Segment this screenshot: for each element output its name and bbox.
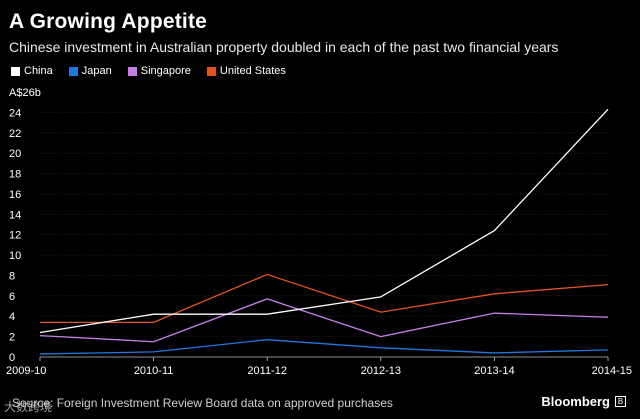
y-tick-label-6: 6: [9, 291, 15, 303]
legend-swatch-united-states: [206, 66, 216, 76]
x-tick-label-2014-15: 2014-15: [592, 365, 632, 377]
y-tick-label-4: 4: [9, 311, 15, 323]
brand-name: Bloomberg: [541, 394, 610, 409]
legend-item-united-states: United States: [206, 65, 286, 77]
legend-label-japan: Japan: [81, 65, 112, 77]
chart-subtitle: Chinese investment in Australian propert…: [9, 39, 559, 55]
x-tick-label-2011-12: 2011-12: [247, 365, 287, 377]
y-tick-label-12: 12: [9, 230, 21, 242]
y-tick-label-2: 2: [9, 332, 15, 344]
y-tick-label-0: 0: [9, 352, 15, 364]
x-tick-label-2009-10: 2009-10: [6, 365, 46, 377]
legend-swatch-singapore: [127, 66, 137, 76]
x-tick-label-2013-14: 2013-14: [474, 365, 514, 377]
source-note: Source: Foreign Investment Review Board …: [12, 396, 393, 410]
series-line-china: [39, 108, 609, 334]
y-axis-top-label: A$26b: [9, 87, 41, 99]
y-tick-label-10: 10: [9, 250, 21, 262]
y-tick-label-24: 24: [9, 107, 21, 119]
legend-item-singapore: Singapore: [127, 65, 191, 77]
x-tick-label-2012-13: 2012-13: [361, 365, 401, 377]
brand-mark-icon: B: [615, 396, 626, 407]
watermark: 大数跨境: [4, 400, 53, 414]
legend-label-singapore: Singapore: [140, 65, 191, 77]
chart-legend: China Japan Singapore United States: [11, 65, 302, 77]
series-line-singapore: [39, 298, 609, 343]
y-tick-label-8: 8: [9, 270, 15, 282]
legend-label-united-states: United States: [219, 65, 286, 77]
y-tick-label-14: 14: [9, 209, 21, 221]
x-tick-label-2010-11: 2010-11: [134, 365, 174, 377]
y-tick-label-22: 22: [9, 128, 21, 140]
y-tick-label-16: 16: [9, 189, 21, 201]
legend-swatch-japan: [68, 66, 78, 76]
legend-item-china: China: [11, 65, 53, 77]
legend-label-china: China: [24, 65, 53, 77]
y-tick-label-20: 20: [9, 148, 21, 160]
legend-swatch-china: [11, 66, 20, 76]
y-tick-label-18: 18: [9, 169, 21, 181]
series-line-united-states: [40, 273, 609, 323]
chart-title: A Growing Appetite: [9, 10, 208, 33]
legend-item-japan: Japan: [68, 65, 112, 77]
series-line-japan: [39, 339, 609, 355]
